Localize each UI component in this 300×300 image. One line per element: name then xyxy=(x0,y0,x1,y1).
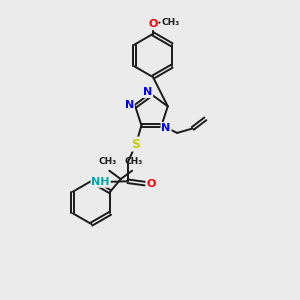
Text: N: N xyxy=(161,123,171,133)
Text: O: O xyxy=(146,178,156,189)
Text: N: N xyxy=(143,87,152,97)
Text: O: O xyxy=(148,19,158,29)
Text: CH₃: CH₃ xyxy=(99,157,117,166)
Text: NH: NH xyxy=(92,177,110,187)
Text: N: N xyxy=(124,100,134,110)
Text: S: S xyxy=(131,137,140,151)
Text: CH₃: CH₃ xyxy=(161,18,180,27)
Text: CH₃: CH₃ xyxy=(124,157,143,166)
